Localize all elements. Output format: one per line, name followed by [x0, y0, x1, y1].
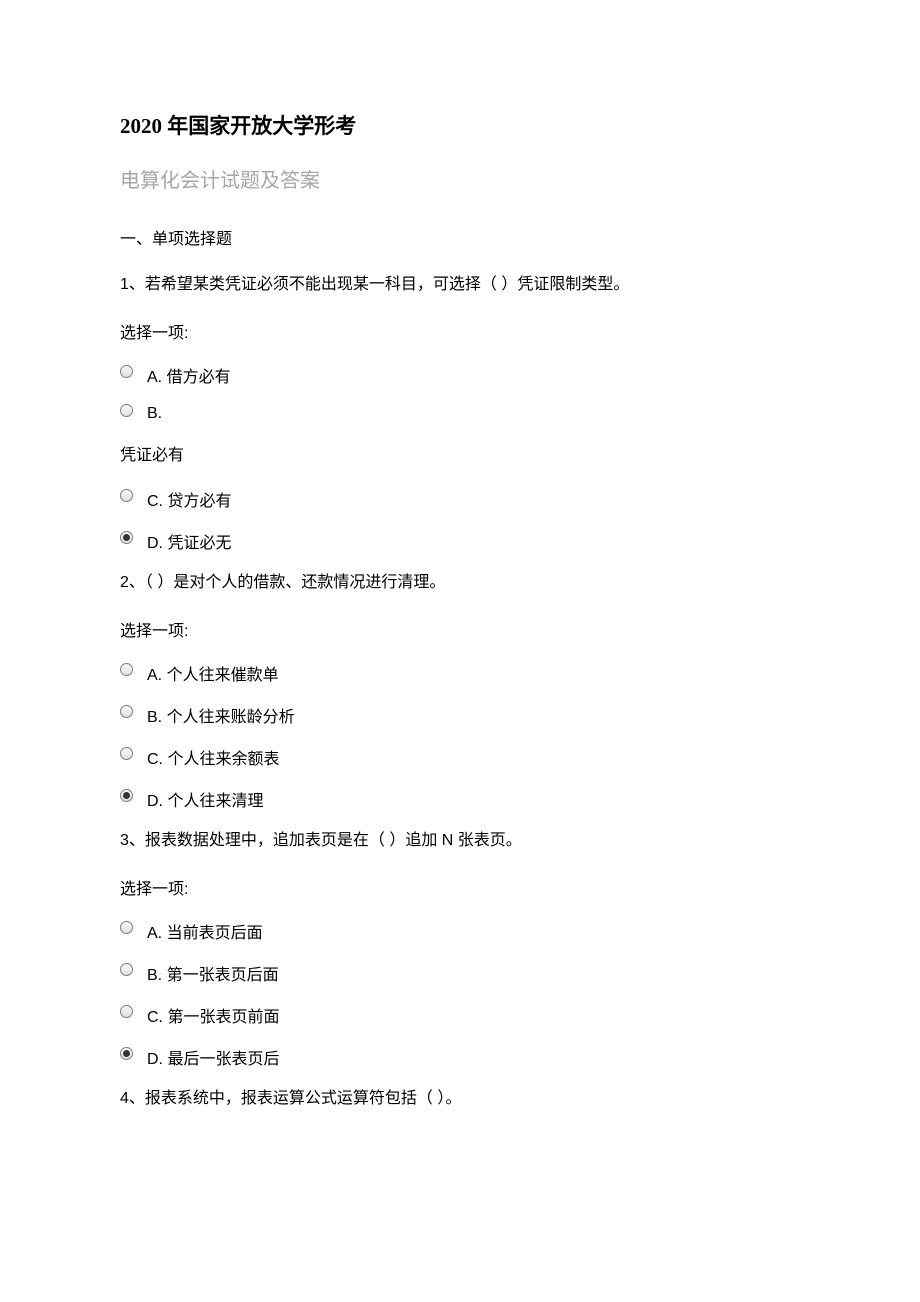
option-row[interactable]: B. 第一张表页后面	[120, 961, 800, 985]
option-row[interactable]: D. 凭证必无	[120, 529, 800, 553]
option-label: C. 第一张表页前面	[147, 1003, 279, 1027]
option-label: D. 最后一张表页后	[147, 1045, 279, 1069]
question-text: 1、若希望某类凭证必须不能出现某一科目，可选择（ ）凭证限制类型。	[120, 273, 800, 297]
radio-selected-icon[interactable]	[120, 789, 133, 802]
option-row[interactable]: B.	[120, 405, 800, 423]
document-title: 2020 年国家开放大学形考	[120, 110, 800, 140]
radio-unselected-icon[interactable]	[120, 963, 133, 976]
option-label: D. 凭证必无	[147, 529, 231, 553]
question-text: 2、（ ）是对个人的借款、还款情况进行清理。	[120, 571, 800, 595]
option-label: C. 贷方必有	[147, 487, 231, 511]
radio-selected-icon[interactable]	[120, 1047, 133, 1060]
radio-unselected-icon[interactable]	[120, 663, 133, 676]
option-row[interactable]: A. 借方必有	[120, 363, 800, 387]
option-row[interactable]: B. 个人往来账龄分析	[120, 703, 800, 727]
option-row[interactable]: D. 最后一张表页后	[120, 1045, 800, 1069]
option-label: A. 个人往来催款单	[147, 661, 279, 685]
select-prompt: 选择一项:	[120, 617, 800, 641]
option-row[interactable]: C. 贷方必有	[120, 487, 800, 511]
option-row[interactable]: C. 个人往来余额表	[120, 745, 800, 769]
question-text: 3、报表数据处理中，追加表页是在（ ）追加 N 张表页。	[120, 829, 800, 853]
radio-unselected-icon[interactable]	[120, 1005, 133, 1018]
radio-unselected-icon[interactable]	[120, 489, 133, 502]
option-label: A. 借方必有	[147, 363, 231, 387]
option-label: B.	[147, 405, 162, 423]
radio-unselected-icon[interactable]	[120, 921, 133, 934]
option-label: B. 个人往来账龄分析	[147, 703, 295, 727]
option-row[interactable]: C. 第一张表页前面	[120, 1003, 800, 1027]
radio-unselected-icon[interactable]	[120, 404, 133, 417]
option-label: B. 第一张表页后面	[147, 961, 279, 985]
document-subtitle: 电算化会计试题及答案	[120, 164, 800, 193]
radio-unselected-icon[interactable]	[120, 705, 133, 718]
radio-unselected-icon[interactable]	[120, 365, 133, 378]
option-label: C. 个人往来余额表	[147, 745, 279, 769]
section-header: 一、单项选择题	[120, 225, 800, 249]
radio-selected-icon[interactable]	[120, 531, 133, 544]
radio-unselected-icon[interactable]	[120, 747, 133, 760]
option-row[interactable]: A. 个人往来催款单	[120, 661, 800, 685]
question-text: 4、报表系统中，报表运算公式运算符包括（ ）。	[120, 1087, 800, 1111]
select-prompt: 选择一项:	[120, 319, 800, 343]
option-continuation: 凭证必有	[120, 441, 800, 465]
option-row[interactable]: D. 个人往来清理	[120, 787, 800, 811]
option-row[interactable]: A. 当前表页后面	[120, 919, 800, 943]
option-label: D. 个人往来清理	[147, 787, 263, 811]
select-prompt: 选择一项:	[120, 875, 800, 899]
option-label: A. 当前表页后面	[147, 919, 263, 943]
